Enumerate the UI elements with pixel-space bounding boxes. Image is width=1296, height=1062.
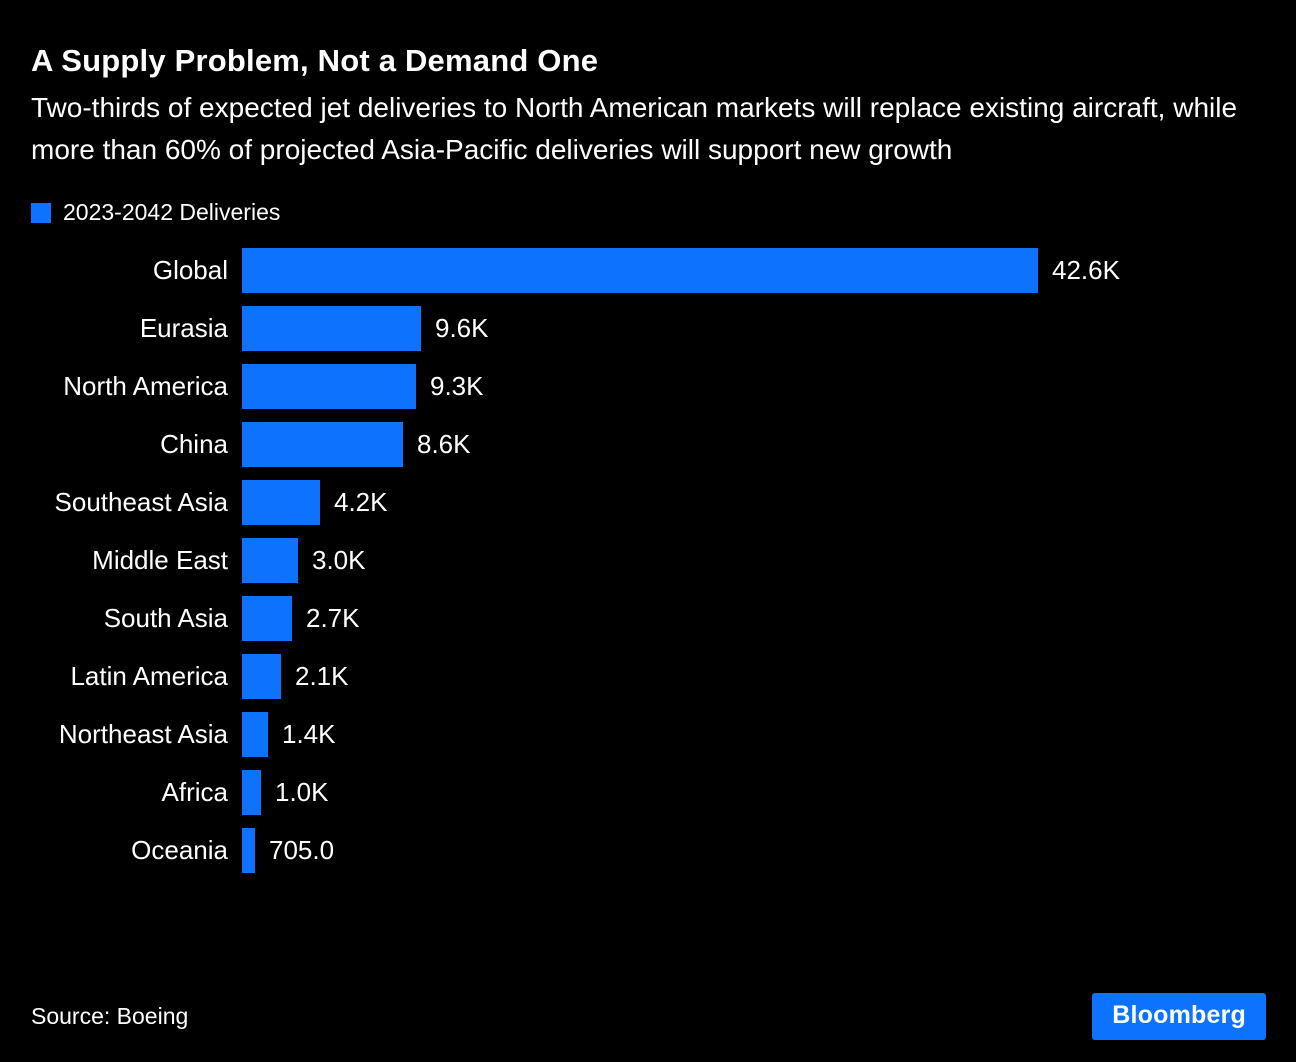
bar-row: North America 9.3K xyxy=(31,364,1266,410)
category-label: Latin America xyxy=(70,661,228,692)
bar-track: 3.0K xyxy=(242,538,1266,584)
category-label: Africa xyxy=(161,777,228,808)
bar-row: China 8.6K xyxy=(31,422,1266,468)
bar-track: 2.1K xyxy=(242,654,1266,700)
category-label: South Asia xyxy=(103,603,228,634)
bar xyxy=(242,712,268,758)
value-label: 42.6K xyxy=(1052,255,1120,286)
bar-track: 1.4K xyxy=(242,712,1266,758)
category-label: Oceania xyxy=(131,835,228,866)
legend: 2023-2042 Deliveries xyxy=(31,199,1266,226)
bar-track: 4.2K xyxy=(242,480,1266,526)
value-label: 9.3K xyxy=(430,371,484,402)
bar xyxy=(242,306,421,352)
category-label: Middle East xyxy=(92,545,228,576)
bar xyxy=(242,248,1038,294)
bar-row: Global 42.6K xyxy=(31,248,1266,294)
bar-row: South Asia 2.7K xyxy=(31,596,1266,642)
chart-rows: Global 42.6K Eurasia 9.6K North America 9.3K C… xyxy=(31,248,1266,874)
value-label: 705.0 xyxy=(269,835,335,866)
chart-subtitle: Two-thirds of expected jet deliveries to… xyxy=(31,92,1238,166)
bar-row: Southeast Asia 4.2K xyxy=(31,480,1266,526)
bar xyxy=(242,596,292,642)
value-label: 8.6K xyxy=(417,429,471,460)
value-label: 9.6K xyxy=(435,313,489,344)
value-label: 3.0K xyxy=(312,545,366,576)
chart-title: A Supply Problem, Not a Demand One xyxy=(31,43,599,78)
bar-track: 705.0 xyxy=(242,828,1266,874)
value-label: 2.1K xyxy=(295,661,349,692)
category-label: Southeast Asia xyxy=(54,487,228,518)
bar-row: Northeast Asia 1.4K xyxy=(31,712,1266,758)
bar xyxy=(242,770,261,816)
category-label: Eurasia xyxy=(139,313,228,344)
footer: Source: Boeing Bloomberg xyxy=(31,993,1266,1040)
bar-track: 8.6K xyxy=(242,422,1266,468)
bar-track: 1.0K xyxy=(242,770,1266,816)
bar-track: 42.6K xyxy=(242,248,1266,294)
bar xyxy=(242,654,281,700)
category-label: Northeast Asia xyxy=(58,719,228,750)
legend-label: 2023-2042 Deliveries xyxy=(63,199,281,226)
category-label: Global xyxy=(152,255,228,286)
bloomberg-logo: Bloomberg xyxy=(1092,993,1266,1040)
value-label: 4.2K xyxy=(334,487,388,518)
bar xyxy=(242,422,403,468)
bar-row: Oceania 705.0 xyxy=(31,828,1266,874)
value-label: 1.0K xyxy=(275,777,329,808)
bar-row: Latin America 2.1K xyxy=(31,654,1266,700)
source-credit: Source: Boeing xyxy=(31,1003,189,1029)
bar-row: Eurasia 9.6K xyxy=(31,306,1266,352)
bar-track: 2.7K xyxy=(242,596,1266,642)
bar-row: Africa 1.0K xyxy=(31,770,1266,816)
bar xyxy=(242,828,255,874)
value-label: 1.4K xyxy=(282,719,336,750)
category-label: China xyxy=(160,429,228,460)
legend-swatch-icon xyxy=(31,202,51,223)
bar xyxy=(242,538,298,584)
value-label: 2.7K xyxy=(306,603,360,634)
bar-row: Middle East 3.0K xyxy=(31,538,1266,584)
bar xyxy=(242,364,416,410)
bar-track: 9.3K xyxy=(242,364,1266,410)
bar-track: 9.6K xyxy=(242,306,1266,352)
category-label: North America xyxy=(63,371,228,402)
bar xyxy=(242,480,320,526)
